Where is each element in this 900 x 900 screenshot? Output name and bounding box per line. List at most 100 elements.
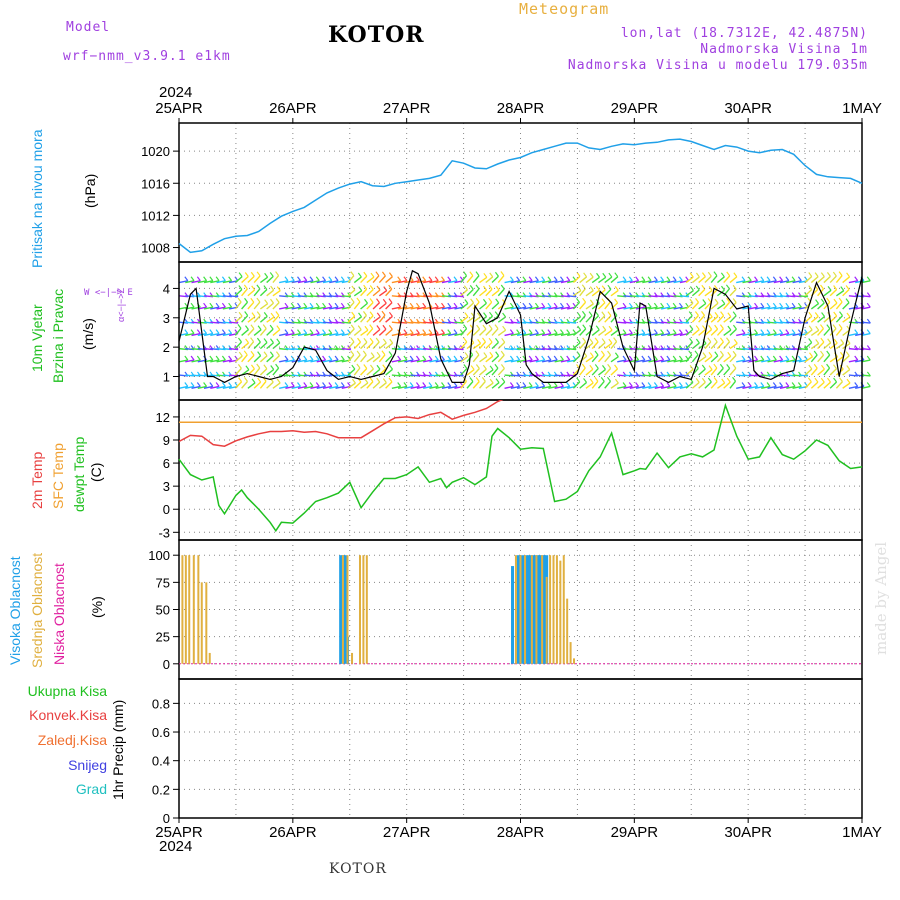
- mid-cloud-bar: [559, 560, 562, 664]
- wind-barb: [460, 302, 469, 310]
- wind-barb: [479, 368, 487, 376]
- wind-barb-flag: [779, 329, 784, 334]
- wind-barb-flag: [666, 329, 671, 334]
- wind-barb: [786, 385, 796, 389]
- wind-barb-flag: [708, 365, 713, 370]
- wind-barb: [579, 381, 588, 389]
- wind-barb: [579, 314, 586, 323]
- wind-barb: [861, 385, 871, 389]
- wind-barb-flag: [791, 355, 796, 361]
- wind-barb-flag: [388, 272, 393, 278]
- wind-barb: [485, 355, 494, 363]
- wind-barb-flag: [215, 276, 220, 282]
- wind-barb-flag: [522, 382, 527, 387]
- wind-barb: [786, 306, 796, 310]
- wind-barb-flag: [678, 302, 683, 308]
- wind-barb-flag: [732, 311, 737, 317]
- wind-barb: [285, 332, 295, 337]
- wind-barb: [454, 347, 464, 351]
- wind-barb: [378, 302, 387, 310]
- wind-barb-flag: [833, 285, 838, 290]
- wind-barb-flag: [672, 276, 677, 282]
- wind-barb-flag: [263, 285, 268, 290]
- wind-barb-flag: [309, 355, 314, 361]
- wind-barb: [372, 275, 380, 284]
- wind-barb: [817, 302, 825, 310]
- wind-barb: [535, 280, 545, 284]
- wind-barb-flag: [376, 377, 381, 383]
- wind-barb: [572, 275, 581, 284]
- wind-barb: [842, 382, 851, 389]
- wind-barb: [353, 329, 362, 336]
- wind-barb: [560, 359, 570, 363]
- wind-barb: [529, 306, 539, 310]
- wind-barb: [478, 380, 486, 389]
- wind-barb-flag: [559, 302, 564, 308]
- high-cloud-bar: [339, 555, 343, 664]
- wind-barb: [548, 306, 558, 310]
- wind-barb-flag: [547, 302, 552, 308]
- wind-barb: [704, 289, 713, 297]
- wind-barb: [685, 302, 694, 310]
- wind-barb-flag: [797, 276, 802, 282]
- wind-barb-flag: [607, 284, 612, 290]
- wind-barb-flag: [340, 382, 345, 387]
- wind-barb-flag: [245, 338, 250, 344]
- wind-barb-flag: [588, 311, 593, 316]
- mid-cloud-bar: [205, 582, 208, 664]
- wind-barb-flag: [732, 284, 737, 290]
- wind-barb-flag: [534, 382, 539, 387]
- wind-barb: [685, 289, 694, 297]
- mid-cloud-bar: [358, 555, 361, 664]
- wind-barb-flag: [589, 299, 594, 305]
- wind-barb: [279, 359, 289, 363]
- wind-barb: [178, 385, 188, 389]
- x-axis: 25APR 25APR 26APR 26APR 27APR 27APR 28APR 28APR…: [155, 100, 882, 841]
- wind-barb-flag: [358, 286, 363, 292]
- wind-barb-flag: [721, 378, 726, 384]
- wind-barb-flag: [263, 351, 268, 357]
- wind-barb-flag: [328, 355, 333, 361]
- wind-barb: [736, 359, 746, 363]
- wind-barb: [716, 328, 724, 336]
- wind-barb-flag: [334, 302, 339, 308]
- wind-barb: [410, 359, 420, 363]
- wind-barb: [391, 359, 401, 363]
- wind-barb-flag: [250, 324, 255, 330]
- wind-barb: [191, 332, 201, 337]
- wind-barb: [786, 359, 796, 363]
- wind-barb-flag: [846, 312, 851, 318]
- wind-barb: [786, 332, 796, 337]
- wind-barb-flag: [351, 378, 356, 384]
- wind-barb: [353, 301, 361, 310]
- wind-barb: [848, 332, 858, 337]
- wind-barb: [848, 359, 858, 363]
- wind-barb: [685, 341, 694, 350]
- wind-barb: [259, 276, 269, 284]
- wind-barb-flag: [720, 272, 725, 278]
- wind-barb: [491, 289, 500, 297]
- wind-barb-flag: [415, 276, 420, 282]
- wind-barb-flag: [237, 324, 242, 329]
- wind-barb: [322, 359, 332, 363]
- mid-cloud-bar: [562, 555, 565, 664]
- wind-barb: [541, 280, 552, 284]
- wind-barb: [604, 354, 612, 363]
- wind-barb-flag: [350, 271, 355, 277]
- wind-barb: [817, 381, 825, 389]
- wind-barb: [617, 332, 627, 337]
- wind-barb-flag: [772, 329, 777, 334]
- wind-barb: [535, 306, 545, 310]
- wind-barb: [347, 301, 355, 310]
- wind-barb-flag: [237, 364, 242, 369]
- wind-barb: [253, 275, 261, 284]
- wind-barb-flag: [577, 312, 582, 318]
- wind-barb: [253, 329, 262, 336]
- wind-barb: [591, 289, 600, 297]
- wind-barb: [366, 368, 374, 376]
- wind-barb: [297, 359, 307, 363]
- wind-barb: [304, 280, 314, 284]
- wind-barb-flag: [502, 325, 507, 331]
- wind-barb-flag: [422, 302, 427, 308]
- wind-barb-flag: [250, 297, 255, 303]
